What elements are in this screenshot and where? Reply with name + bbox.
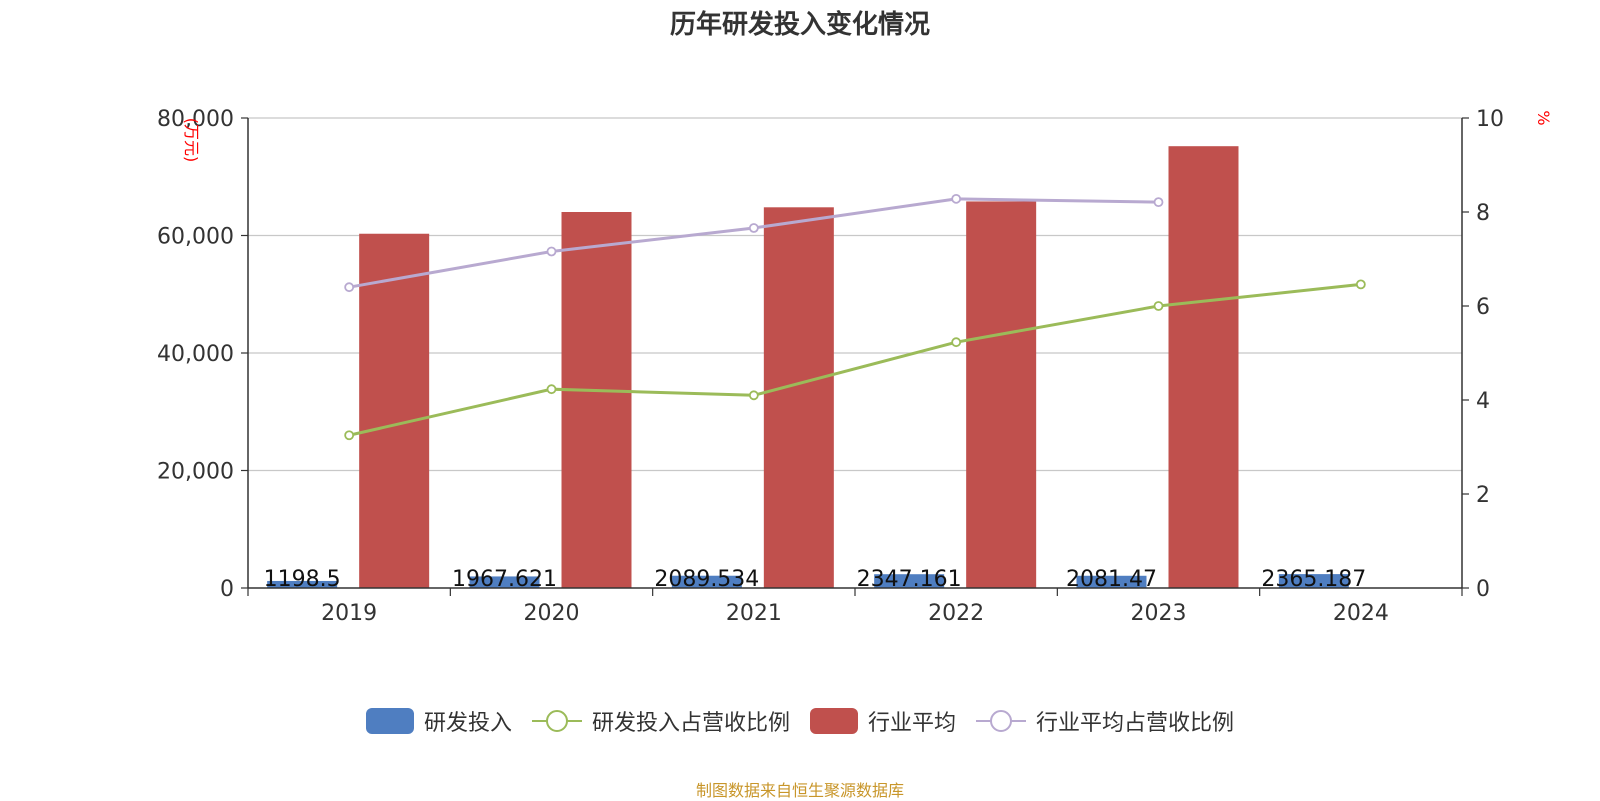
x-tick-label: 2022 (928, 601, 984, 626)
rd-ratio-point (1355, 279, 1366, 290)
legend-label-industry-ratio: 行业平均占营收比例 (1036, 711, 1235, 736)
legend-swatch-rd-investment (365, 708, 414, 734)
y-left-tick-label: 80,000 (157, 107, 234, 132)
x-tick-label: 2020 (524, 601, 580, 626)
x-tick-label: 2023 (1131, 601, 1187, 626)
y-right-unit: % (1534, 110, 1553, 125)
legend-item-industry-avg[interactable]: 行业平均 (810, 705, 956, 737)
y-left-tick-label: 20,000 (157, 460, 234, 485)
legend-label-rd-investment: 研发投入 (423, 711, 512, 736)
y-left-tick-label: 60,000 (157, 225, 234, 250)
y-right-tick-label: 2 (1476, 483, 1490, 508)
chart-title: 历年研发投入变化情况 (669, 10, 930, 40)
legend-swatch-marker (545, 710, 568, 732)
bar-rd-investment (671, 575, 742, 588)
legend-item-rd-ratio[interactable]: 研发投入占营收比例 (531, 705, 790, 737)
legend-label-industry-avg: 行业平均 (868, 711, 957, 736)
x-tick-label: 2024 (1333, 601, 1389, 626)
industry-ratio-point (1153, 197, 1164, 208)
rd-ratio-point (748, 390, 759, 401)
x-tick-label: 2019 (321, 601, 377, 626)
bar-industry-avg (966, 201, 1037, 589)
bar-industry-avg (763, 207, 834, 589)
industry-ratio-point (951, 193, 962, 204)
industry-ratio-point (546, 246, 557, 257)
bar-rd-investment (874, 574, 945, 588)
bar-industry-avg (359, 233, 430, 589)
y-right-tick-label: 10 (1476, 107, 1504, 132)
industry-ratio-line (348, 197, 1159, 289)
industry-ratio-point (748, 223, 759, 233)
source-note: 制图数据来自恒生聚源数据库 (695, 781, 904, 800)
legend: 研发投入 研发投入占营收比例 行业平均 行业平均占营收比例 (0, 703, 1600, 739)
industry-ratio-point (344, 282, 355, 293)
legend-swatch-marker (990, 710, 1013, 732)
legend-swatch-rd-ratio (531, 710, 582, 732)
bar-industry-avg (561, 212, 632, 588)
bar-rd-investment (1076, 575, 1147, 588)
y-right-tick-label: 0 (1476, 577, 1490, 602)
rd-ratio-point (1153, 301, 1164, 311)
rd-ratio-line (348, 282, 1361, 437)
legend-swatch-industry-avg (810, 708, 858, 734)
y-left-tick-label: 0 (220, 577, 234, 602)
legend-item-rd-investment[interactable]: 研发投入 (365, 705, 512, 737)
x-tick-label: 2021 (726, 601, 782, 626)
y-right-tick-label: 4 (1476, 389, 1490, 414)
bar-rd-investment (469, 576, 540, 588)
y-right-tick-label: 6 (1476, 295, 1490, 320)
legend-label-rd-ratio: 研发投入占营收比例 (591, 711, 790, 736)
y-left-unit: (万元) (182, 118, 201, 163)
legend-swatch-industry-ratio (976, 710, 1027, 732)
bar-industry-avg (1168, 146, 1239, 588)
rd-ratio-point (951, 337, 962, 348)
bar-rd-investment (1278, 574, 1349, 588)
y-left-tick-label: 40,000 (157, 342, 234, 367)
rd-ratio-point (546, 384, 557, 395)
y-right-tick-label: 8 (1476, 201, 1490, 226)
bar-rd-investment (267, 580, 338, 588)
legend-item-industry-ratio[interactable]: 行业平均占营收比例 (976, 705, 1234, 737)
rd-ratio-point (344, 430, 355, 441)
